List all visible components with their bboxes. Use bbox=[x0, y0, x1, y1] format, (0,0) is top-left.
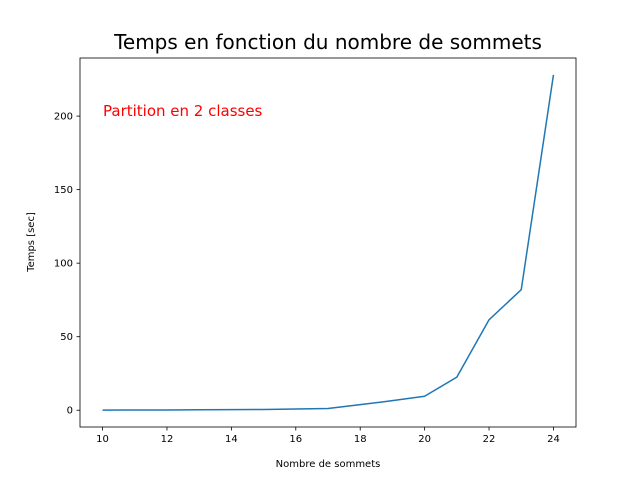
chart-title: Temps en fonction du nombre de sommets bbox=[113, 30, 542, 54]
y-axis-label: Temps [sec] bbox=[26, 212, 37, 273]
x-tick-label: 24 bbox=[547, 434, 560, 445]
x-axis-label: Nombre de sommets bbox=[276, 459, 381, 470]
x-tick-label: 16 bbox=[289, 434, 302, 445]
y-tick-label: 100 bbox=[54, 259, 73, 270]
plot-frame bbox=[79, 57, 577, 428]
x-tick-label: 10 bbox=[96, 434, 109, 445]
x-tick-label: 20 bbox=[418, 434, 431, 445]
series-line-0 bbox=[102, 74, 555, 411]
y-tick-label: 150 bbox=[54, 185, 73, 196]
x-tick-label: 12 bbox=[161, 434, 174, 445]
y-tick-label: 0 bbox=[67, 406, 73, 417]
x-tick-label: 18 bbox=[354, 434, 367, 445]
y-tick-label: 200 bbox=[54, 112, 73, 123]
x-tick-label: 22 bbox=[483, 434, 496, 445]
y-tick-label: 50 bbox=[60, 332, 73, 343]
x-tick-label: 14 bbox=[225, 434, 238, 445]
chart-annotation: Partition en 2 classes bbox=[103, 102, 263, 120]
